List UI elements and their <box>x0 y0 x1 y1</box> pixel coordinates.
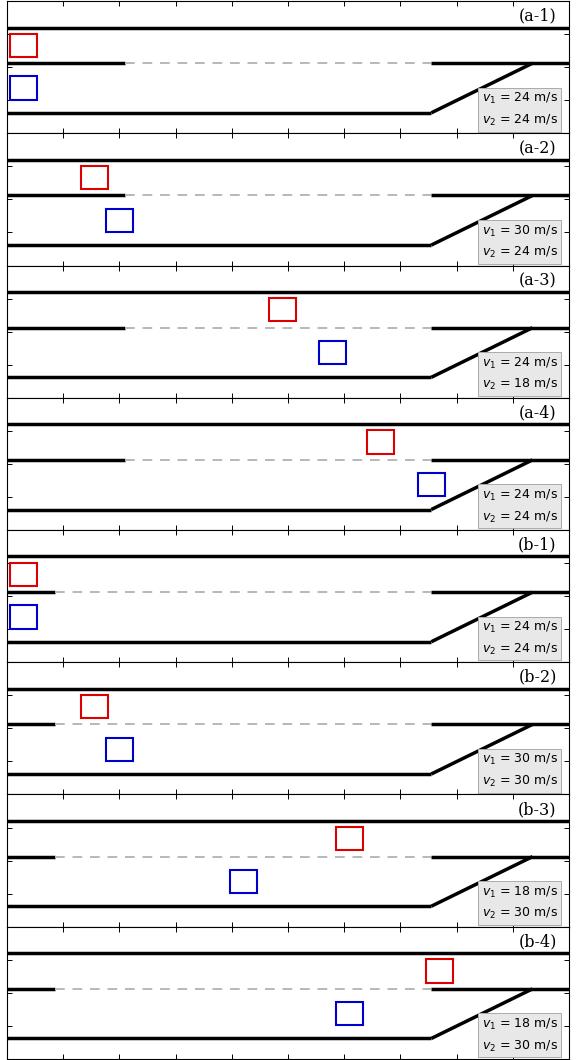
Bar <box>336 827 363 850</box>
Text: (a-1): (a-1) <box>519 7 557 24</box>
Text: $v_1$ = 18 m/s
$v_2$ = 30 m/s: $v_1$ = 18 m/s $v_2$ = 30 m/s <box>482 1017 558 1054</box>
Bar <box>10 563 37 586</box>
Bar <box>320 341 347 364</box>
Bar <box>106 209 133 232</box>
Text: (a-3): (a-3) <box>519 272 557 289</box>
Bar <box>81 695 108 718</box>
Bar <box>269 298 296 321</box>
Bar <box>106 738 133 761</box>
Bar <box>10 34 37 57</box>
Text: $v_1$ = 24 m/s
$v_2$ = 24 m/s: $v_1$ = 24 m/s $v_2$ = 24 m/s <box>482 91 558 128</box>
Bar <box>229 870 256 893</box>
Text: (b-4): (b-4) <box>518 933 557 951</box>
Text: $v_1$ = 30 m/s
$v_2$ = 24 m/s: $v_1$ = 30 m/s $v_2$ = 24 m/s <box>482 224 558 261</box>
Bar <box>10 76 37 100</box>
Bar <box>418 473 445 496</box>
Text: (b-1): (b-1) <box>518 536 557 553</box>
Text: $v_1$ = 18 m/s
$v_2$ = 30 m/s: $v_1$ = 18 m/s $v_2$ = 30 m/s <box>482 885 558 921</box>
Text: (b-3): (b-3) <box>518 801 557 818</box>
Text: $v_1$ = 30 m/s
$v_2$ = 30 m/s: $v_1$ = 30 m/s $v_2$ = 30 m/s <box>482 753 558 790</box>
Bar <box>81 166 108 189</box>
Text: $v_1$ = 24 m/s
$v_2$ = 18 m/s: $v_1$ = 24 m/s $v_2$ = 18 m/s <box>482 356 558 392</box>
Text: (b-2): (b-2) <box>518 669 557 686</box>
Text: (a-4): (a-4) <box>519 404 557 422</box>
Bar <box>426 959 453 983</box>
Text: $v_1$ = 24 m/s
$v_2$ = 24 m/s: $v_1$ = 24 m/s $v_2$ = 24 m/s <box>482 620 558 657</box>
Text: (a-2): (a-2) <box>519 140 557 157</box>
Bar <box>10 605 37 629</box>
Bar <box>367 430 394 454</box>
Bar <box>336 1002 363 1025</box>
Text: $v_1$ = 24 m/s
$v_2$ = 24 m/s: $v_1$ = 24 m/s $v_2$ = 24 m/s <box>482 488 558 525</box>
